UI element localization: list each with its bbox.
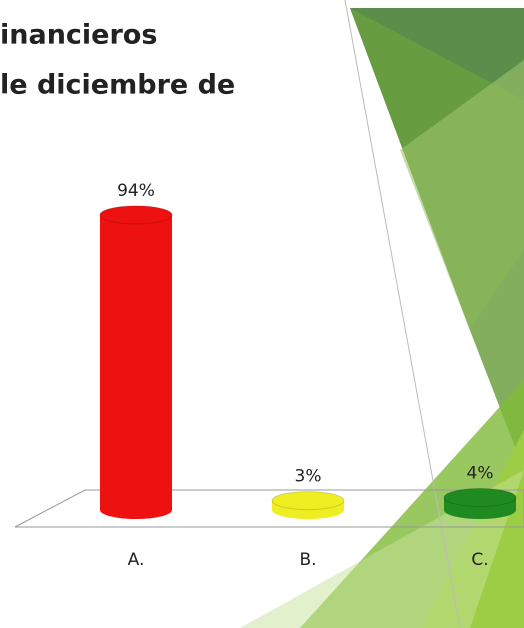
bar [100,215,172,510]
bar-top [444,488,516,506]
x-tick-label: A. [128,550,145,570]
page: inancieros le diciembre de 94% A. 3% B. 4% C.… [0,0,524,628]
title-line: le diciembre de [0,70,235,101]
x-tick-label: B. [299,550,316,570]
slide: inancieros le diciembre de 94% A. 3% B. 4% C. [0,0,524,628]
bar-top [100,206,172,224]
value-label: 94% [117,181,155,201]
bar-top [272,492,344,510]
x-tick-label: C. [471,550,488,570]
value-label: 3% [295,467,322,487]
value-label: 4% [467,463,494,483]
title-line: inancieros [0,20,157,51]
